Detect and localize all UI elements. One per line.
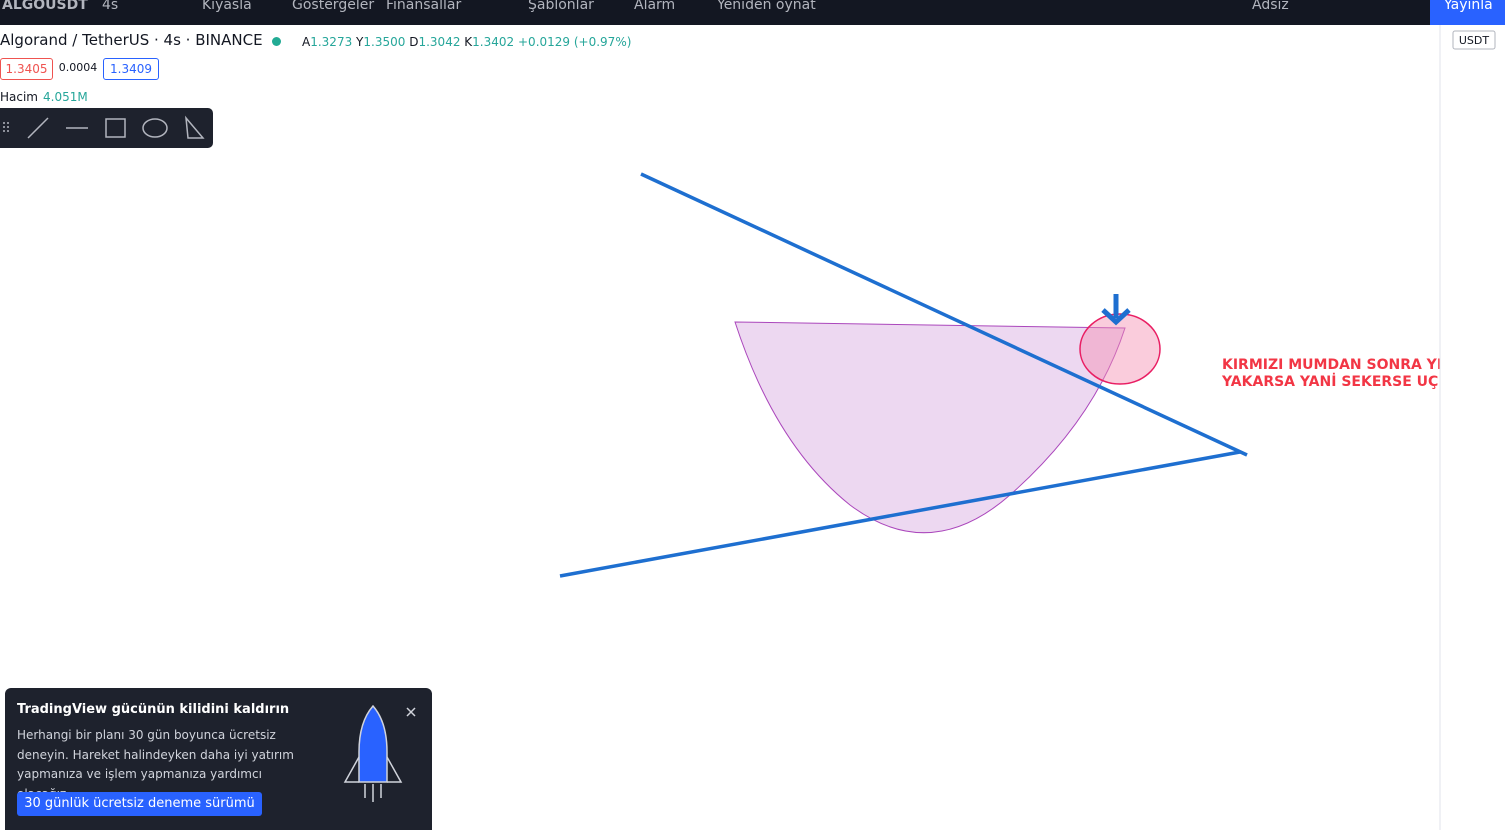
popup-title: TradingView gücünün kilidini kaldırın <box>17 702 290 717</box>
status-dot <box>272 37 281 46</box>
volume-value: 4.051M <box>43 90 88 104</box>
menu-item[interactable]: Göstergeler <box>292 0 375 13</box>
trial-button[interactable]: 30 günlük ücretsiz deneme sürümü <box>17 792 262 816</box>
label: Y <box>356 35 364 49</box>
interval[interactable]: 4s <box>102 0 119 13</box>
value: 1.3500 <box>363 35 406 49</box>
spread: 0.0004 <box>58 61 98 74</box>
label: A <box>302 35 311 49</box>
popup-body: Herhangi bir planı 30 gün boyunca ücrets… <box>17 728 294 801</box>
ohlc: A1.3273 Y1.3500 D1.3042 K1.3402 +0.0129 … <box>302 35 631 49</box>
price-axis <box>1440 25 1505 830</box>
value: 1.3273 <box>310 35 353 49</box>
menu-item[interactable]: Alarm <box>634 0 676 13</box>
ask[interactable]: 1.3409 <box>103 58 159 80</box>
arrow <box>1101 294 1131 326</box>
value: 1.3402 <box>472 35 515 49</box>
trend-line <box>559 450 1241 578</box>
tool-triangle[interactable] <box>185 115 205 139</box>
menu-item[interactable]: Şablonlar <box>528 0 594 13</box>
annotation: KIRMIZI MUMDAN SONRA YE <box>1222 357 1446 373</box>
annotation: YAKARSA YANİ SEKERSE UÇ <box>1221 373 1438 390</box>
change: +0.0129 (+0.97%) <box>518 35 632 49</box>
layout-name[interactable]: Adsız <box>1252 0 1289 13</box>
drawing-toolbar <box>0 108 213 148</box>
handle[interactable] <box>3 122 9 134</box>
bid[interactable]: 1.3405 <box>0 58 53 80</box>
rocket-icon <box>343 704 416 802</box>
currency: USDT <box>1459 34 1490 47</box>
label: K <box>464 35 473 49</box>
menu-item[interactable]: Yeniden oynat <box>717 0 816 13</box>
drawing-icons <box>3 115 205 139</box>
tool-ellipse[interactable] <box>142 118 168 138</box>
tool-line[interactable] <box>27 117 49 139</box>
volume-label: Hacim <box>0 90 38 104</box>
menu-item[interactable]: Kıyasla <box>202 0 252 13</box>
top-toolbar: ALGOUSDT 4s Kıyasla Göstergeler Finansal… <box>0 0 1505 25</box>
tool-rect[interactable] <box>105 118 126 138</box>
trend-line <box>640 172 1248 457</box>
label: D <box>409 35 419 49</box>
value: 1.3042 <box>418 35 461 49</box>
menu-item[interactable]: Finansallar <box>386 0 462 13</box>
legend-title: Algorand / TetherUS · 4s · BINANCE <box>0 31 263 49</box>
cup-shape <box>734 321 1126 534</box>
publish-button[interactable]: Yayınla <box>1430 0 1505 25</box>
publish-label: Yayınla <box>1444 0 1493 13</box>
symbol[interactable]: ALGOUSDT <box>2 0 88 13</box>
close-button[interactable] <box>406 707 416 717</box>
currency-box[interactable] <box>1452 30 1496 50</box>
highlight-circle <box>1079 313 1161 385</box>
promo-popup: TradingView gücünün kilidini kaldırın He… <box>5 688 432 830</box>
